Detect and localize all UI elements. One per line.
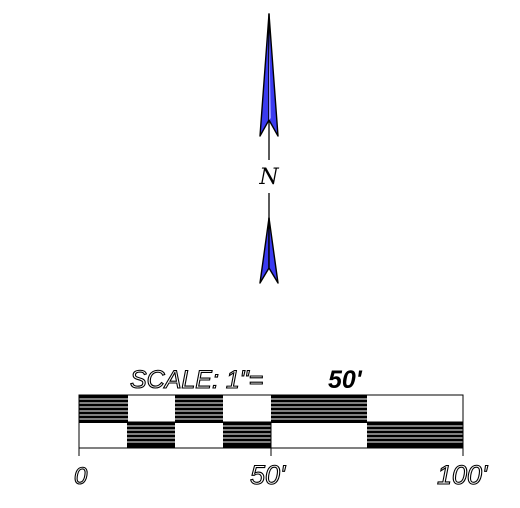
scale-block-upper-3 <box>271 395 367 423</box>
scale-title-value: 50' <box>328 366 363 394</box>
scale-block-lower-3 <box>367 422 463 448</box>
scale-block-upper-1 <box>79 395 128 423</box>
scale-title: SCALE: 1"= 50' <box>129 365 363 394</box>
north-arrow-lower-head <box>259 217 279 284</box>
scale-block-lower-2 <box>223 422 271 448</box>
scale-label-end: 100' <box>437 460 488 490</box>
north-arrow: N <box>258 13 279 284</box>
scale-block-lower-1 <box>127 422 175 448</box>
scale-label-mid: 50' <box>250 460 286 490</box>
scale-title-prefix: SCALE: 1"= <box>130 366 263 394</box>
scale-block-upper-2 <box>175 395 223 423</box>
scale-bar-lower-row <box>127 422 463 448</box>
north-letter: N <box>258 165 279 190</box>
scale-label-zero: 0 <box>74 463 88 490</box>
scale-bar <box>78 394 464 456</box>
scale-bar-upper-row <box>79 395 367 423</box>
north-arrow-upper-head <box>259 13 279 137</box>
scale-labels: 0 50' 100' <box>73 459 488 490</box>
